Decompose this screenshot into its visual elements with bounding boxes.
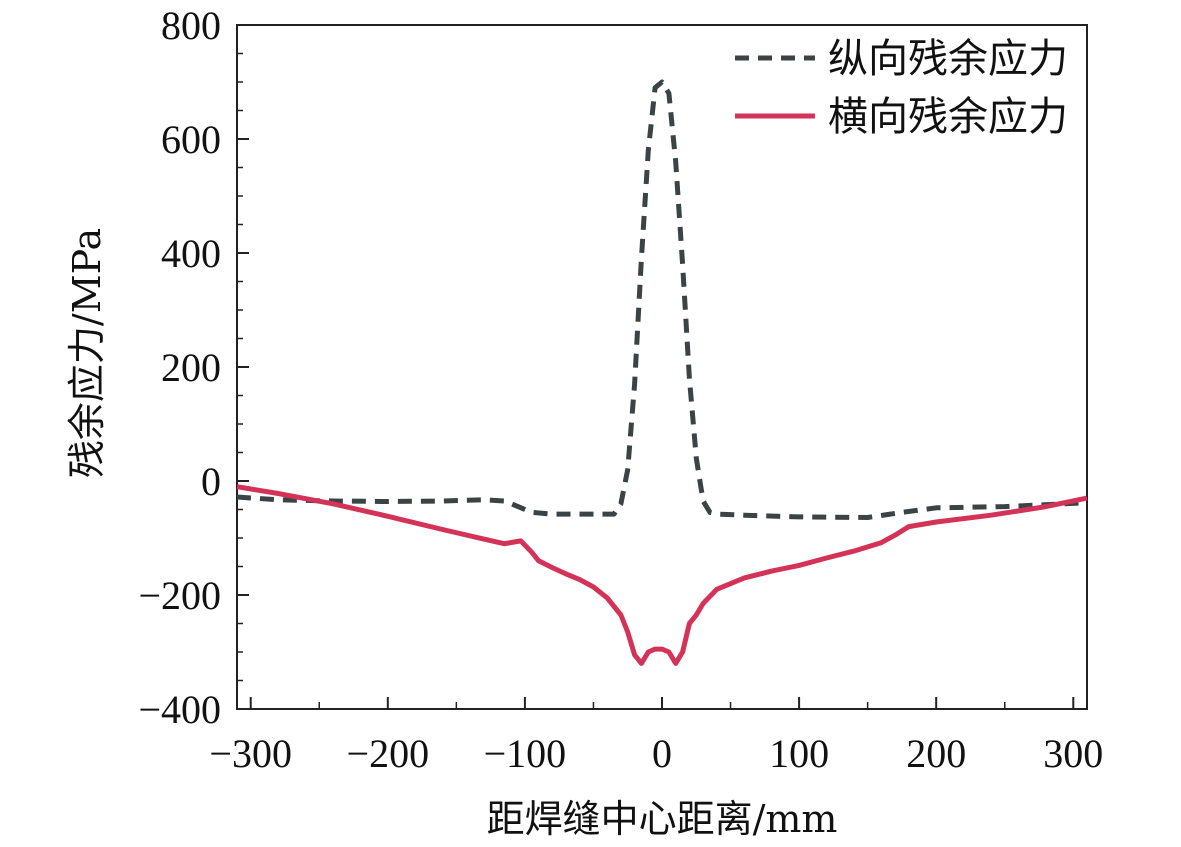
x-axis-title: 距焊缝中心距离/mm bbox=[487, 797, 838, 841]
y-tick-label: −400 bbox=[138, 687, 221, 732]
legend-label: 横向残余应力 bbox=[828, 94, 1068, 140]
x-tick-label: 300 bbox=[1043, 731, 1103, 776]
legend-label: 纵向残余应力 bbox=[828, 36, 1068, 82]
x-tick-label: −100 bbox=[484, 731, 567, 776]
x-tick-label: −200 bbox=[347, 731, 430, 776]
x-tick-label: 200 bbox=[906, 731, 966, 776]
x-axis-ticks: −300 −200 −100 0 100 200 300 bbox=[209, 697, 1103, 776]
y-tick-label: 0 bbox=[201, 459, 221, 504]
y-tick-label: 600 bbox=[161, 117, 221, 162]
x-tick-label: 100 bbox=[769, 731, 829, 776]
x-tick-label: −300 bbox=[209, 731, 292, 776]
y-tick-label: 800 bbox=[161, 3, 221, 48]
series-group bbox=[236, 79, 1088, 666]
y-tick-label: 400 bbox=[161, 231, 221, 276]
x-tick-label: 0 bbox=[652, 731, 672, 776]
y-axis-title: 残余应力/MPa bbox=[65, 228, 109, 478]
y-tick-label: −200 bbox=[138, 573, 221, 618]
y-tick-label: 200 bbox=[161, 345, 221, 390]
series-transverse-line bbox=[236, 484, 1088, 666]
y-axis-ticks: −400 −200 0 200 400 600 800 bbox=[138, 3, 249, 732]
series-longitudinal-line bbox=[236, 79, 1088, 520]
